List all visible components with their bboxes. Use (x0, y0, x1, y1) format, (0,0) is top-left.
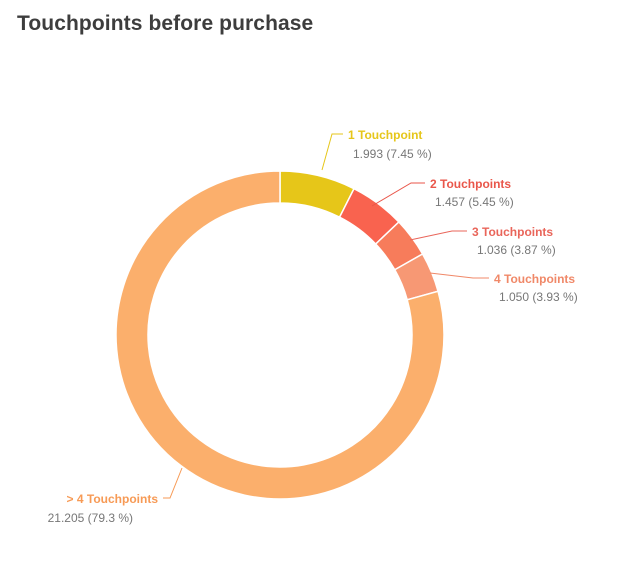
data-labels-group: 1 Touchpoint 1.993 (7.45 %) 2 Touchpoints 1… (48, 128, 578, 525)
chart-title: Touchpoints before purchase (17, 12, 314, 35)
label-name-1-touchpoint: 1 Touchpoint (348, 128, 422, 142)
label-value-4-touchpoints: 1.050 (3.93 %) (499, 290, 578, 304)
label-value-4-touchpoints: 21.205 (79.3 %) (48, 511, 133, 525)
label-name-2-touchpoints: 2 Touchpoints (430, 177, 511, 191)
leader-line-2-touchpoints (371, 182, 425, 207)
leader-line-1-touchpoint (321, 133, 343, 171)
slices-group (115, 170, 445, 500)
label-value-1-touchpoint: 1.993 (7.45 %) (353, 147, 432, 161)
label-name-4-touchpoints: > 4 Touchpoints (67, 492, 159, 506)
label-name-4-touchpoints: 4 Touchpoints (494, 272, 575, 286)
label-name-3-touchpoints: 3 Touchpoints (472, 225, 553, 239)
label-value-3-touchpoints: 1.036 (3.87 %) (477, 243, 556, 257)
leader-line-4-touchpoints (163, 467, 183, 499)
slice-4-touchpoints[interactable] (115, 170, 445, 500)
leader-line-4-touchpoints (429, 272, 489, 279)
leader-lines-group (163, 133, 489, 499)
leader-line-3-touchpoints (409, 230, 467, 241)
label-value-2-touchpoints: 1.457 (5.45 %) (435, 195, 514, 209)
